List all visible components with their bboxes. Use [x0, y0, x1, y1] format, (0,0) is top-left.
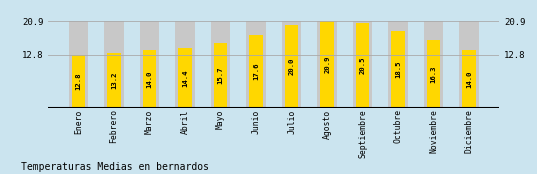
Text: 20.5: 20.5	[360, 57, 366, 74]
Text: 14.0: 14.0	[147, 70, 153, 88]
Text: 14.4: 14.4	[182, 69, 188, 87]
Bar	[178, 48, 192, 108]
Text: 14.0: 14.0	[466, 70, 472, 88]
Bar	[211, 21, 230, 108]
Bar	[69, 21, 89, 108]
Bar	[353, 21, 372, 108]
Text: 17.6: 17.6	[253, 63, 259, 80]
Bar	[321, 21, 334, 108]
Text: 20.0: 20.0	[288, 58, 295, 75]
Bar	[140, 21, 159, 108]
Bar	[214, 43, 227, 108]
Bar	[427, 40, 440, 108]
Text: 16.3: 16.3	[431, 65, 437, 83]
Bar	[388, 21, 408, 108]
Bar	[104, 21, 124, 108]
Text: 12.8: 12.8	[76, 73, 82, 90]
Bar	[459, 21, 479, 108]
Bar	[356, 23, 369, 108]
Bar	[282, 21, 301, 108]
Text: Temperaturas Medias en bernardos: Temperaturas Medias en bernardos	[21, 162, 209, 172]
Bar	[72, 55, 85, 108]
Bar	[424, 21, 444, 108]
Bar	[176, 21, 195, 108]
Text: 20.9: 20.9	[324, 56, 330, 73]
Bar	[317, 21, 337, 108]
Text: 15.7: 15.7	[217, 67, 223, 84]
Text: 18.5: 18.5	[395, 61, 401, 78]
Bar	[285, 25, 299, 108]
Bar	[143, 50, 156, 108]
Bar	[246, 21, 266, 108]
Bar	[249, 35, 263, 108]
Text: 13.2: 13.2	[111, 72, 117, 89]
Bar	[107, 53, 121, 108]
Bar	[391, 31, 405, 108]
Bar	[462, 50, 476, 108]
